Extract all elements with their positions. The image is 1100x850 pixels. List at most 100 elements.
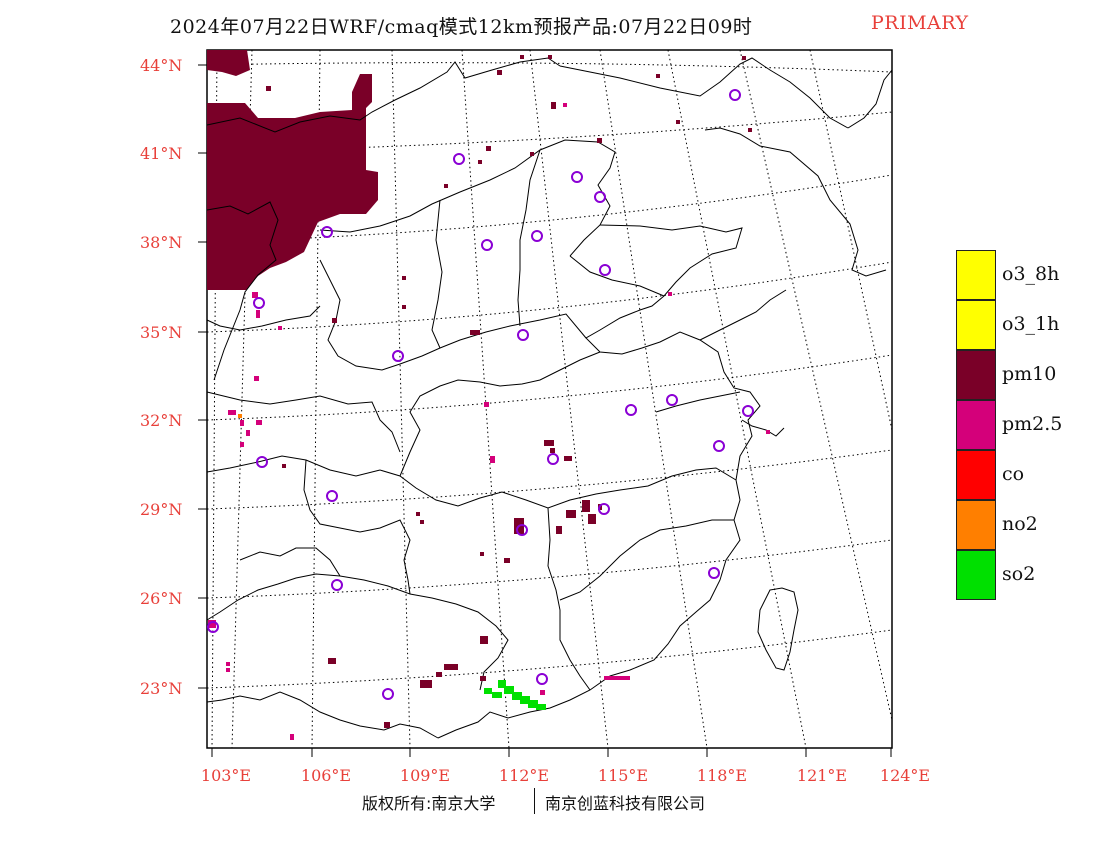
pm10-cell bbox=[656, 74, 660, 78]
station-marker bbox=[207, 621, 219, 633]
pm10-cell bbox=[504, 558, 510, 563]
so2-cell bbox=[492, 692, 502, 698]
pm2.5-cell bbox=[604, 676, 630, 680]
so2-cell bbox=[520, 696, 530, 704]
station-marker bbox=[536, 673, 548, 685]
legend-swatch-so2 bbox=[956, 550, 996, 600]
station-marker bbox=[599, 264, 611, 276]
lat-label: 35°N bbox=[140, 323, 182, 342]
pm10-cell bbox=[384, 722, 390, 728]
pm10-cell bbox=[544, 440, 554, 446]
title-row: 2024年07月22日WRF/cmaq模式12km预报产品:07月22日09时 … bbox=[0, 12, 1100, 42]
station-marker bbox=[594, 191, 606, 203]
legend-swatch-o3-8h bbox=[956, 250, 996, 300]
so2-cell bbox=[498, 680, 506, 688]
pm2.5-cell bbox=[278, 326, 282, 330]
lat-label: 29°N bbox=[140, 500, 182, 519]
map-title: 2024年07月22日WRF/cmaq模式12km预报产品:07月22日09时 bbox=[170, 16, 753, 38]
station-marker bbox=[321, 226, 333, 238]
so2-cell bbox=[528, 700, 538, 708]
station-marker bbox=[666, 394, 678, 406]
pm2.5-cell bbox=[290, 734, 294, 740]
pm10-cell bbox=[480, 676, 486, 681]
pm10-cell bbox=[588, 514, 596, 524]
pm2.5-cell bbox=[266, 86, 271, 91]
legend-swatch-co bbox=[956, 450, 996, 500]
pm2.5-cell bbox=[240, 420, 244, 426]
station-marker bbox=[481, 239, 493, 251]
pm10-cell bbox=[444, 664, 458, 670]
pm10-cell bbox=[676, 120, 680, 124]
so2-cell bbox=[536, 704, 546, 710]
lat-label: 44°N bbox=[140, 56, 182, 75]
pm10-cell bbox=[328, 658, 336, 664]
legend-swatch-pm10 bbox=[956, 350, 996, 400]
pm2.5-cell bbox=[490, 456, 495, 463]
lon-label: 118°E bbox=[697, 766, 747, 785]
station-marker bbox=[516, 524, 528, 536]
pm10-cell bbox=[436, 672, 442, 677]
pm10-cell bbox=[332, 318, 337, 323]
copyright-separator bbox=[534, 788, 535, 814]
pm10-cell bbox=[420, 680, 432, 688]
pm2.5-cell bbox=[766, 430, 770, 434]
lat-label: 23°N bbox=[140, 679, 182, 698]
pm10-cell bbox=[597, 138, 602, 143]
lat-ticks bbox=[198, 64, 207, 689]
pm10-region bbox=[207, 50, 378, 290]
pm10-cell bbox=[444, 184, 448, 188]
station-marker bbox=[571, 171, 583, 183]
station-marker bbox=[392, 350, 404, 362]
pm10-cell bbox=[402, 305, 406, 309]
pm10-cell bbox=[282, 464, 286, 468]
legend-label-co: co bbox=[1002, 463, 1025, 485]
pm2.5-cell bbox=[484, 402, 489, 407]
legend-label-pm10: pm10 bbox=[1002, 363, 1057, 385]
pm10-cell bbox=[556, 526, 562, 534]
boundaries bbox=[206, 57, 893, 739]
so2-cell bbox=[512, 692, 522, 700]
pm10-cell bbox=[742, 56, 746, 60]
station-marker bbox=[256, 456, 268, 468]
pm2.5-cell bbox=[208, 620, 216, 628]
lon-label: 112°E bbox=[499, 766, 549, 785]
pm2.5-cell bbox=[226, 662, 230, 666]
lat-label: 41°N bbox=[140, 144, 182, 163]
station-marker bbox=[453, 153, 465, 165]
station-marker bbox=[253, 297, 265, 309]
pm2.5-cell bbox=[228, 410, 236, 415]
station-marker bbox=[708, 567, 720, 579]
no2-cell bbox=[238, 414, 242, 418]
lat-axis: 44°N 41°N 38°N 35°N 32°N 29°N 26°N 23°N bbox=[140, 56, 182, 698]
so2-cell bbox=[504, 686, 514, 694]
lat-label: 26°N bbox=[140, 589, 182, 608]
lon-label: 124°E bbox=[880, 766, 930, 785]
pm10-cell bbox=[551, 102, 556, 109]
station-marker bbox=[331, 579, 343, 591]
pm10-cell bbox=[470, 330, 480, 335]
pm10-cell bbox=[480, 636, 488, 644]
pm10-cell bbox=[497, 70, 502, 75]
pm10-cell bbox=[480, 552, 484, 556]
legend-label-no2: no2 bbox=[1002, 513, 1038, 535]
pm10-cell bbox=[548, 55, 552, 59]
station-markers bbox=[207, 89, 754, 700]
station-marker bbox=[729, 89, 741, 101]
legend-label-so2: so2 bbox=[1002, 563, 1036, 585]
map-frame bbox=[206, 49, 893, 749]
pm2.5-cell bbox=[254, 376, 259, 381]
so2-cells bbox=[484, 680, 546, 710]
pm2.5-cell bbox=[668, 292, 672, 296]
pm10-cell bbox=[402, 276, 406, 280]
pm2.5-cell bbox=[240, 442, 244, 447]
pm2.5-cell bbox=[246, 430, 250, 436]
lon-axis: 103°E 106°E 109°E 112°E 115°E 118°E 121°… bbox=[201, 766, 930, 785]
station-marker bbox=[547, 453, 559, 465]
pollutant-flag: PRIMARY bbox=[871, 12, 969, 34]
copyright-left: 版权所有:南京大学 bbox=[362, 794, 496, 813]
station-marker bbox=[742, 405, 754, 417]
pm2.5-cell bbox=[540, 690, 545, 695]
legend-swatch-pm25 bbox=[956, 400, 996, 450]
lon-label: 115°E bbox=[598, 766, 648, 785]
